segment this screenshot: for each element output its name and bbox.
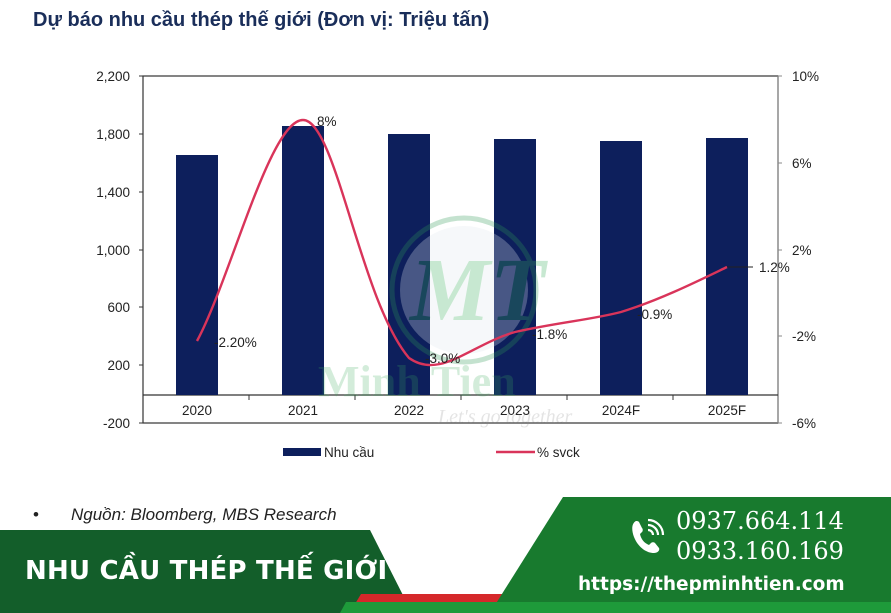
bar-2024f <box>600 141 642 395</box>
left-y-labels: 2,200 1,800 1,400 1,000 600 200 -200 <box>96 69 130 431</box>
watermark-logo: MT <box>389 215 548 365</box>
bar-2022 <box>388 134 430 395</box>
banner-right-background <box>490 497 891 613</box>
svg-text:2022: 2022 <box>394 403 424 418</box>
line-data-labels: -2.20% 8% -3.0% -1.8% -0.9% 1.2% <box>214 114 790 366</box>
svg-text:10%: 10% <box>792 69 819 84</box>
bullet: • <box>33 505 39 524</box>
line-series-svck <box>195 118 728 367</box>
svg-text:-3.0%: -3.0% <box>425 351 460 366</box>
svg-text:8%: 8% <box>317 114 337 129</box>
x-ticks <box>248 395 674 400</box>
svg-text:2024F: 2024F <box>602 403 640 418</box>
svg-text:200: 200 <box>107 358 130 373</box>
banner-title: NHU CẦU THÉP THẾ GIỚI <box>25 556 388 586</box>
phone-icon <box>632 518 665 553</box>
right-y-ticks <box>778 75 782 424</box>
x-labels: 2020 2021 2022 2023 2024F 2025F <box>182 403 746 418</box>
right-y-labels: 10% 6% 2% -2% -6% <box>792 69 819 431</box>
svg-text:MT: MT <box>408 241 548 340</box>
green-stripe <box>340 602 891 613</box>
bar-2023 <box>494 139 536 395</box>
chart-title: Dự báo nhu cầu thép thế giới (Đơn vị: Tr… <box>33 9 490 31</box>
phone-number-2[interactable]: 0933.160.169 <box>676 537 844 565</box>
left-y-ticks <box>139 75 143 424</box>
svg-text:Let's go together: Let's go together <box>437 406 572 428</box>
svg-text:-1.8%: -1.8% <box>532 327 567 342</box>
svg-text:-200: -200 <box>103 416 130 431</box>
svg-text:1,000: 1,000 <box>96 243 130 258</box>
svg-text:2,200: 2,200 <box>96 69 130 84</box>
svg-text:-6%: -6% <box>792 416 816 431</box>
chart-area: 2,200 1,800 1,400 1,000 600 200 -200 10%… <box>96 69 819 460</box>
bar-series-nhu-cau <box>176 126 748 395</box>
legend-bar-label: Nhu cầu <box>324 445 374 460</box>
svg-text:-0.9%: -0.9% <box>637 307 672 322</box>
svg-text:2%: 2% <box>792 243 812 258</box>
bar-2021 <box>282 126 324 395</box>
source-text: Nguồn: Bloomberg, MBS Research <box>71 505 337 524</box>
svg-text:2025F: 2025F <box>708 403 746 418</box>
svg-text:Minh Tien: Minh Tien <box>318 357 516 406</box>
website-link[interactable]: https://thepminhtien.com <box>578 574 845 595</box>
bar-2020 <box>176 155 218 395</box>
banner-left-background <box>0 530 412 613</box>
watermark-brand: Minh Tien Let's go together <box>318 357 572 428</box>
svg-text:2023: 2023 <box>500 403 530 418</box>
svg-text:600: 600 <box>107 300 130 315</box>
svg-text:6%: 6% <box>792 156 812 171</box>
legend-line-label: % svck <box>537 445 580 460</box>
phone-number-1[interactable]: 0937.664.114 <box>676 507 844 535</box>
svg-text:1.2%: 1.2% <box>759 260 790 275</box>
svg-text:-2%: -2% <box>792 329 816 344</box>
svg-text:1,400: 1,400 <box>96 185 130 200</box>
legend-bar-swatch <box>283 448 321 456</box>
svg-text:-2.20%: -2.20% <box>214 335 257 350</box>
svg-text:1,800: 1,800 <box>96 127 130 142</box>
source-note: • Nguồn: Bloomberg, MBS Research <box>33 505 337 525</box>
legend: Nhu cầu % svck <box>283 445 580 460</box>
red-stripe <box>355 594 555 604</box>
svg-text:2021: 2021 <box>288 403 318 418</box>
svg-text:2020: 2020 <box>182 403 212 418</box>
